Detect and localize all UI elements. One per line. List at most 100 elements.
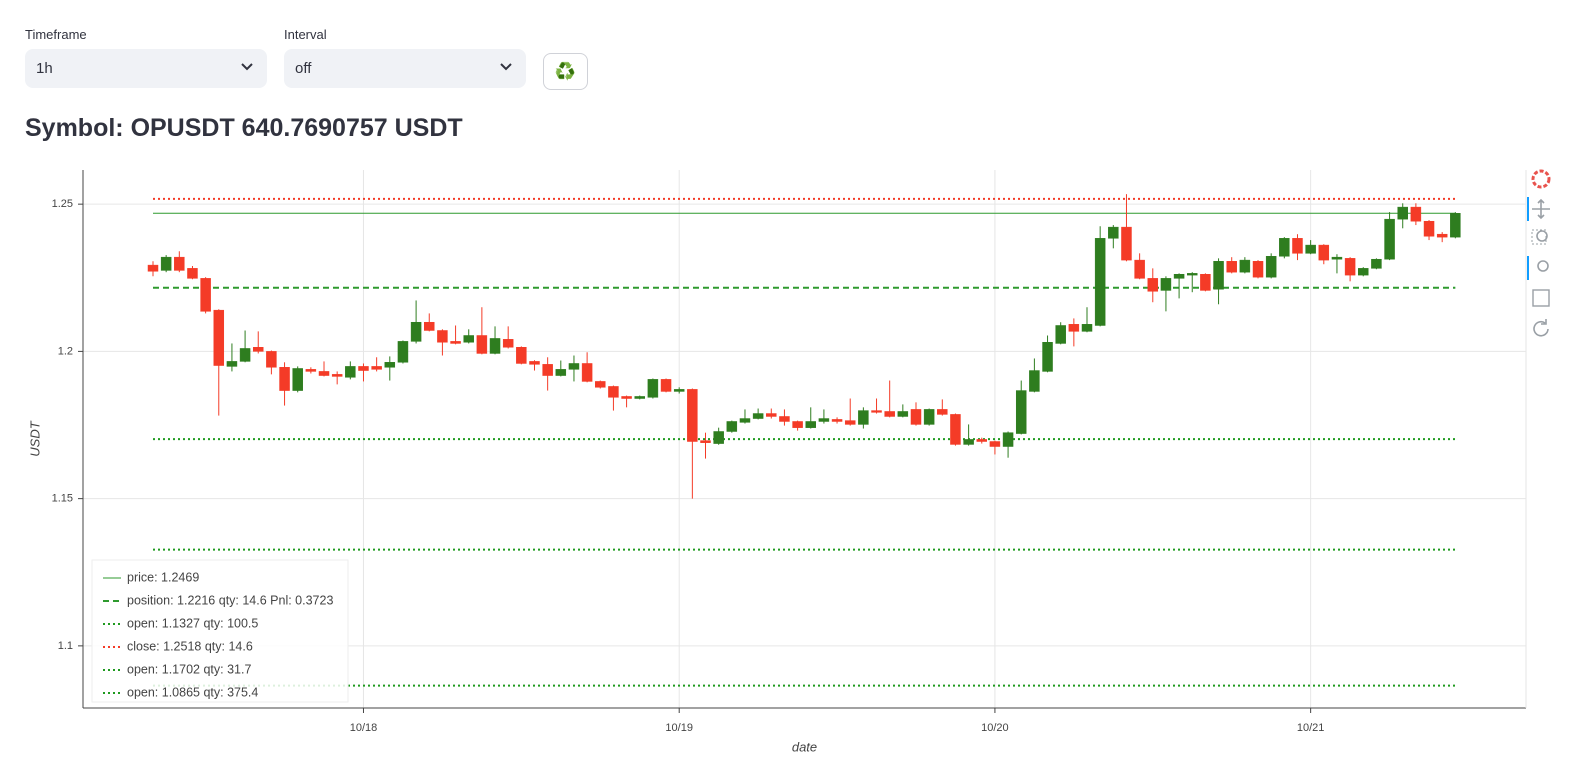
- candle-body: [1055, 325, 1066, 344]
- interval-value: off: [295, 60, 312, 77]
- candle-body: [1186, 273, 1198, 276]
- candle-body: [437, 330, 448, 343]
- candle-body: [1160, 278, 1172, 291]
- candle-body: [147, 264, 159, 272]
- timeframe-select[interactable]: 1h: [25, 49, 267, 88]
- modebar: [1527, 169, 1551, 337]
- candle-body: [818, 418, 830, 422]
- candle-body: [1002, 432, 1014, 447]
- candle-body: [752, 413, 764, 419]
- candle-body: [660, 379, 672, 392]
- candle-body: [476, 335, 488, 354]
- x-tick-label: 10/18: [350, 722, 378, 734]
- candle-body: [844, 420, 856, 425]
- reset-icon[interactable]: [1533, 319, 1549, 337]
- candle-body: [516, 347, 527, 364]
- candle-body: [1410, 206, 1422, 222]
- y-tick-label: 1.1: [58, 640, 73, 652]
- candle-body: [1252, 261, 1264, 278]
- candle-body: [1436, 233, 1448, 238]
- x-tick-label: 10/19: [665, 722, 693, 734]
- y-tick-label: 1.15: [52, 493, 73, 505]
- timeframe-value: 1h: [36, 60, 53, 77]
- zoom-lens: [1536, 230, 1548, 242]
- candle-body: [858, 410, 869, 425]
- chevron: [241, 63, 253, 71]
- candle-body: [923, 409, 935, 425]
- candle-body: [910, 409, 922, 425]
- candle-body: [805, 421, 816, 428]
- candle-body: [305, 369, 317, 372]
- candle-body: [1397, 206, 1408, 220]
- active-marker: [1527, 256, 1529, 280]
- logo-icon[interactable]: [1531, 169, 1551, 189]
- chevron: [500, 63, 512, 71]
- candle-body: [1371, 258, 1382, 269]
- candle-body: [976, 439, 988, 442]
- heading: Symbol: OPUSDT 640.7690757 USDT: [25, 114, 463, 142]
- candle-body: [1200, 273, 1211, 291]
- candle-body: [174, 256, 185, 271]
- candle-body: [358, 366, 369, 371]
- candle-body: [1173, 273, 1185, 279]
- candle-body: [1042, 342, 1053, 372]
- x-axis-label: date: [792, 739, 817, 754]
- candle-body: [1239, 259, 1251, 273]
- candle-body: [397, 341, 409, 363]
- legend-label: position: 1.2216 qty: 14.6 Pnl: 0.3723: [127, 593, 333, 607]
- candle-body: [410, 321, 422, 342]
- candle-body: [1213, 261, 1224, 290]
- lasso-icon[interactable]: [1537, 260, 1549, 272]
- candle-body: [1331, 256, 1343, 260]
- interval-select[interactable]: off: [284, 49, 526, 88]
- candle-body: [1121, 226, 1132, 261]
- candle-body: [1423, 220, 1435, 237]
- candle-body: [450, 341, 461, 344]
- candle-body: [555, 369, 567, 376]
- candle-body: [989, 441, 1001, 447]
- refresh-button[interactable]: ♻️: [543, 53, 588, 90]
- candle-body: [424, 321, 435, 331]
- active-marker: [1527, 197, 1529, 221]
- candle-body: [581, 363, 593, 382]
- legend-label: price: 1.2469: [127, 570, 199, 584]
- candle-body: [1265, 256, 1277, 278]
- legend-label: open: 1.1702 qty: 31.7: [127, 662, 251, 676]
- interval-label: Interval: [284, 27, 327, 42]
- candle-body: [831, 419, 843, 422]
- candle-body: [647, 379, 659, 398]
- y-tick-label: 1.25: [52, 198, 73, 210]
- candle-body: [502, 339, 514, 348]
- y-tick-label: 1.2: [58, 345, 73, 357]
- candle-body: [292, 368, 303, 391]
- x-tick-label: 10/20: [981, 722, 1009, 734]
- candle-body: [1226, 261, 1237, 273]
- candle-body: [1094, 238, 1106, 326]
- save-icon[interactable]: [1532, 289, 1550, 307]
- candle-body: [792, 421, 803, 428]
- zoom-icon[interactable]: [1531, 229, 1547, 245]
- candle-body: [739, 418, 751, 423]
- candle-body: [1279, 238, 1290, 257]
- candle-body: [1292, 238, 1303, 254]
- candle-body: [897, 411, 909, 417]
- candle-body: [700, 440, 711, 443]
- candle-body: [1068, 324, 1080, 332]
- candle-body: [252, 347, 264, 352]
- candle-body: [1029, 370, 1040, 392]
- candle-body: [200, 278, 211, 312]
- legend-label: open: 1.0865 qty: 375.4: [127, 685, 258, 699]
- candle-body: [1450, 213, 1461, 238]
- candle-body: [1305, 244, 1316, 254]
- candle-body: [687, 389, 698, 442]
- legend-label: close: 1.2518 qty: 14.6: [127, 639, 253, 653]
- candle-body: [1344, 258, 1356, 276]
- candle-body: [608, 386, 619, 398]
- candle-body: [226, 361, 238, 367]
- candle-body: [1358, 268, 1369, 276]
- pan-icon[interactable]: [1532, 198, 1550, 220]
- y-axis-label: USDT: [27, 420, 42, 456]
- candle-body: [726, 421, 738, 432]
